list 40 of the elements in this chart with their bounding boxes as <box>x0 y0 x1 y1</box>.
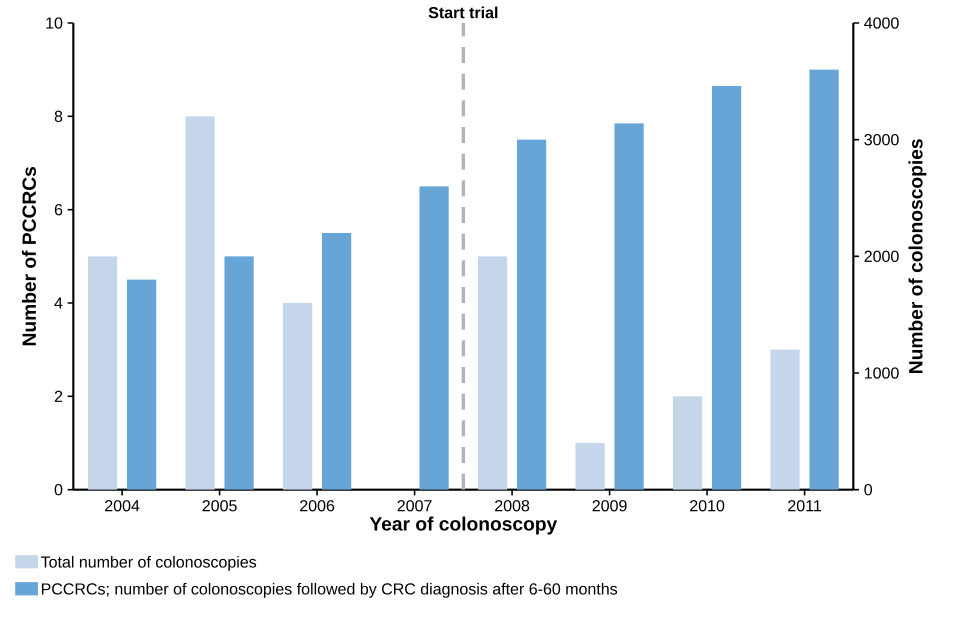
x-tick-label: 2006 <box>300 500 334 512</box>
x-tick-label: 2009 <box>592 500 627 512</box>
bar <box>575 443 605 490</box>
bar <box>516 140 546 490</box>
bar <box>88 256 118 490</box>
bar <box>185 116 215 490</box>
x-tick-label: 2010 <box>690 500 724 512</box>
y2-tick-label: 4000 <box>864 17 899 29</box>
bar <box>478 256 508 490</box>
y-tick-label: 4 <box>54 298 62 309</box>
legend-label: Total number of colonoscopies <box>40 556 256 571</box>
x-tick-label: 2007 <box>398 500 432 512</box>
y2-tick-label: 3000 <box>864 134 899 146</box>
y-axis-title: Number of PCCRCs <box>22 167 36 346</box>
bar <box>809 70 839 490</box>
bar <box>712 86 742 490</box>
x-tick-label: 2008 <box>495 500 530 512</box>
bar <box>224 256 254 490</box>
x-axis-title: Year of colonoscopy <box>370 516 558 534</box>
bar <box>126 280 156 490</box>
bar <box>614 123 644 490</box>
y-tick-label: 6 <box>54 204 62 216</box>
bar <box>322 233 352 490</box>
text: Start trial <box>428 6 498 18</box>
y2-tick-label: 0 <box>864 484 872 496</box>
y-tick-label: 8 <box>54 110 62 122</box>
x-tick-label: 2005 <box>202 500 237 512</box>
y-tick-label: 10 <box>46 17 62 29</box>
y2-tick-label: 1000 <box>864 367 899 379</box>
y-tick-label: 2 <box>54 390 62 402</box>
x-tick-label: 2011 <box>788 500 821 512</box>
y2-tick-label: 2000 <box>864 250 899 262</box>
legend-label: PCCRCs; number of colonoscopies followed by CRC diagnosis after 6-60 months <box>42 582 618 598</box>
y-tick-label: 0 <box>54 484 62 496</box>
y2-axis-title: Number of colonoscopies <box>908 139 926 373</box>
x-tick-label: 2004 <box>105 500 140 512</box>
bar <box>282 303 312 490</box>
bar <box>672 396 702 490</box>
bar <box>770 350 800 490</box>
bar <box>419 186 449 490</box>
